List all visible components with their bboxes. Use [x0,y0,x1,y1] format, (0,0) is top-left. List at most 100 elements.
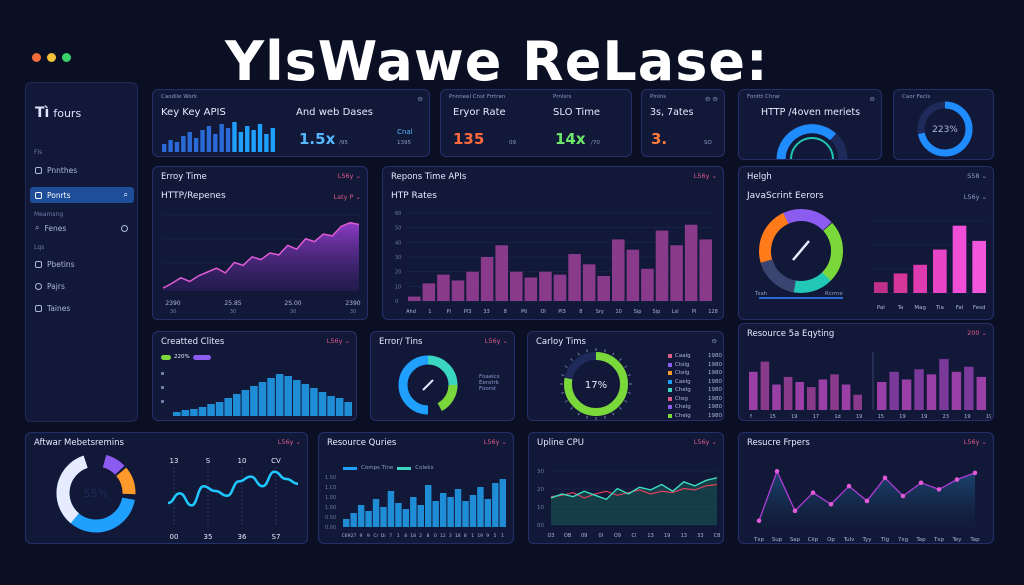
x-tick-label: Pl [447,309,451,315]
settings-icon[interactable]: ⊖ ⊖ [705,95,718,103]
range-select[interactable]: L56y ⌄ [963,438,987,446]
range-select[interactable]: Laty P ⌄ [333,193,362,201]
x-tick-sublabel: 30 [290,309,296,315]
x-tick-label: 13 [681,533,687,539]
bar [173,412,181,416]
settings-icon[interactable]: ⊖ [711,337,717,345]
bar [499,479,506,527]
x-tick-label: 8 [464,533,467,539]
legend-swatch [192,354,211,360]
range-select[interactable]: L56y ⌄ [337,172,361,180]
sidebar-item-fenes[interactable]: ⌕ Fenes [30,220,134,236]
range-select[interactable]: L56y ⌄ [963,193,987,201]
search-icon[interactable]: ⌕ [123,190,128,199]
panel-error-time: Erroy Time L56y ⌄ HTTP/Repenes Laty P ⌄ … [152,166,368,320]
sidebar-item-pnnthes[interactable]: Pnnthes [30,162,134,178]
grid-icon [35,260,42,268]
legend-swatch [397,466,412,470]
kpi-bar [168,140,173,152]
bar [462,501,469,527]
range-select[interactable]: 200 ⌄ [967,329,987,337]
y-tick-label: 0 [395,299,398,305]
kpi-bar [245,126,250,152]
donut-chart [398,355,458,415]
panel-title: Helgh [747,172,772,182]
bar [893,273,908,293]
x-tick-label: 7xg [898,537,908,543]
data-point [936,487,942,492]
health-gauge [759,209,843,299]
sidebar-item-taines[interactable]: Taines [30,300,134,316]
bar [466,271,479,301]
x-tick-label: 00 [170,533,179,541]
bar [874,282,888,293]
bar [495,245,508,301]
x-tick-label: 9 [486,533,489,539]
x-tick-label: f [750,414,752,420]
range-select[interactable]: L56y ⌄ [693,172,717,180]
range-select[interactable]: S58 ⌄ [967,172,987,180]
legend-row: Caelg 1980 [668,378,722,387]
x-tick-label: 1 [501,533,504,539]
kpi-bar [270,128,275,152]
series-line [550,477,718,501]
range-select[interactable]: L56y ⌄ [326,337,350,345]
y-tick-label: 30 [395,255,401,261]
sidebar-item-ponrts[interactable]: Ponrts ⌕ [30,187,134,203]
bar [451,280,465,301]
legend-value: 1980 [708,412,722,419]
legend: Foaelcs Eerotrk Foorst [479,374,500,392]
range-select[interactable]: L56y ⌄ [693,438,717,446]
x-tick-label: 7 [389,533,392,539]
range-select[interactable]: L56y ⌄ [484,337,508,345]
x-tick-label: 15 [769,414,775,420]
close-dot[interactable] [32,53,41,62]
y-tick-label: 00 [537,523,544,529]
range-select[interactable]: L56y ⌄ [277,438,301,446]
x-tick-label: Op [827,537,835,543]
y-tick-label: 20 [395,270,401,276]
settings-icon[interactable]: ⊖ [869,95,875,103]
x-tick-label: Tia [935,305,944,311]
tag-icon [35,282,42,290]
sidebar-item-pajrs[interactable]: Pajrs [30,278,134,294]
legend-value: 1980 [708,404,722,411]
bar [447,497,454,527]
x-tick-label: Tulv [843,537,856,543]
legend: Caalg 1980 Ctolg 1980 Ctelg 1980 Caelg 1980 Chel… [668,352,722,420]
bar [524,277,538,301]
range-select[interactable]: L56y ⌄ [483,438,507,446]
bar [190,409,198,416]
maximize-dot[interactable] [62,53,71,62]
kpi-bar [257,124,263,152]
legend-swatch [343,466,357,470]
bar [477,487,484,527]
settings-icon[interactable]: ⊖ [417,95,423,103]
x-tick-label: Tyy [861,537,872,543]
kpi-bar [264,134,269,152]
tick-mark [627,392,631,394]
panel-subtitle: HTP Rates [391,191,437,201]
card-header: Prnlsrs [553,94,572,100]
sidebar-item-pbetins[interactable]: Pbetins [30,256,134,272]
bar [454,489,462,527]
kpi-label: Eryor Rate [453,107,506,118]
gauge-label: Tsah [755,291,768,297]
y-tick-label: 10 [395,284,401,290]
minimize-dot[interactable] [47,53,56,62]
bar [853,394,862,410]
x-tick-label: 8 [504,309,507,315]
data-point [828,501,834,507]
bar [976,376,986,410]
panel-title: Resource Quries [327,438,397,448]
tick-mark [586,415,588,419]
bar [410,497,417,527]
data-point [882,475,888,481]
data-point [810,490,816,495]
area-fill [163,222,359,291]
kpi-value: 1.5x [299,130,336,148]
panel-health: Helgh S58 ⌄ JavaScrint Eerors L56y ⌄ Tsa… [738,166,994,320]
bar [198,407,207,416]
tick-mark [561,374,565,376]
sidebar-section-meamsng: Meamsng [34,211,64,218]
